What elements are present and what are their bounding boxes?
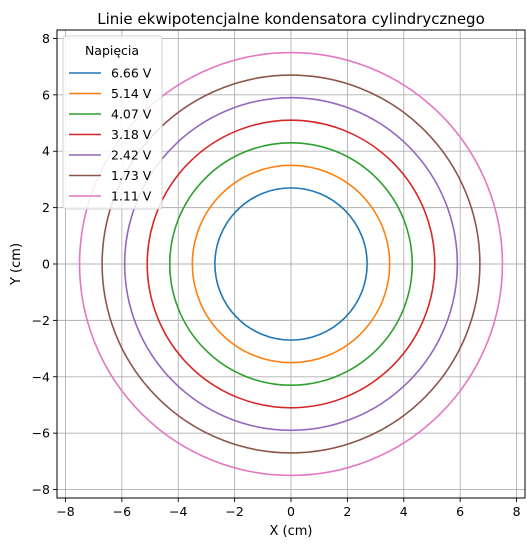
x-tick-label: 2 bbox=[343, 504, 351, 519]
x-axis: −8 −6 −4 −2 0 2 4 6 8 bbox=[56, 498, 521, 519]
legend: Napięcia 6.66 V 5.14 V 4.07 V 3.18 V 2.42 V 1… bbox=[62, 35, 163, 210]
y-tick-label: −6 bbox=[32, 426, 50, 441]
equipotential-line-3 bbox=[168, 141, 414, 387]
legend-entry-label: 3.18 V bbox=[111, 127, 152, 142]
y-tick-label: −2 bbox=[32, 313, 50, 328]
plot-area bbox=[78, 51, 504, 477]
legend-entry-label: 2.42 V bbox=[111, 148, 152, 163]
legend-entry-label: 6.66 V bbox=[111, 66, 152, 81]
y-tick-label: −4 bbox=[32, 369, 50, 384]
y-tick-label: 8 bbox=[42, 31, 50, 46]
equipotential-line-6 bbox=[101, 74, 481, 454]
x-tick-label: 8 bbox=[513, 504, 521, 519]
equipotential-line-5 bbox=[123, 96, 459, 432]
x-tick-label: −6 bbox=[113, 504, 131, 519]
equipotential-line-7 bbox=[78, 51, 504, 477]
x-tick-label: 6 bbox=[456, 504, 464, 519]
x-tick-label: −2 bbox=[225, 504, 243, 519]
y-tick-label: 4 bbox=[42, 144, 50, 159]
y-tick-label: −8 bbox=[32, 482, 50, 497]
y-tick-label: 0 bbox=[42, 257, 50, 272]
legend-entry-label: 1.11 V bbox=[111, 189, 152, 204]
y-axis: −8 −6 −4 −2 0 2 4 6 8 bbox=[32, 31, 57, 497]
legend-entry-label: 5.14 V bbox=[111, 86, 152, 101]
x-tick-label: −8 bbox=[56, 504, 74, 519]
legend-entry-label: 4.07 V bbox=[111, 107, 152, 122]
legend-box bbox=[62, 35, 163, 210]
equipotential-line-2 bbox=[191, 164, 391, 364]
x-tick-label: −4 bbox=[169, 504, 187, 519]
y-tick-label: 6 bbox=[42, 87, 50, 102]
equipotential-line-4 bbox=[146, 119, 436, 409]
legend-entry-label: 1.73 V bbox=[111, 168, 152, 183]
x-tick-label: 4 bbox=[400, 504, 408, 519]
chart-title: Linie ekwipotencjalne kondensatora cylin… bbox=[97, 10, 485, 28]
y-axis-label: Y (cm) bbox=[9, 243, 24, 286]
legend-title: Napięcia bbox=[85, 43, 139, 58]
y-tick-label: 2 bbox=[42, 200, 50, 215]
equipotential-line-1 bbox=[214, 187, 368, 341]
x-tick-label: 0 bbox=[287, 504, 295, 519]
x-axis-label: X (cm) bbox=[270, 524, 313, 539]
